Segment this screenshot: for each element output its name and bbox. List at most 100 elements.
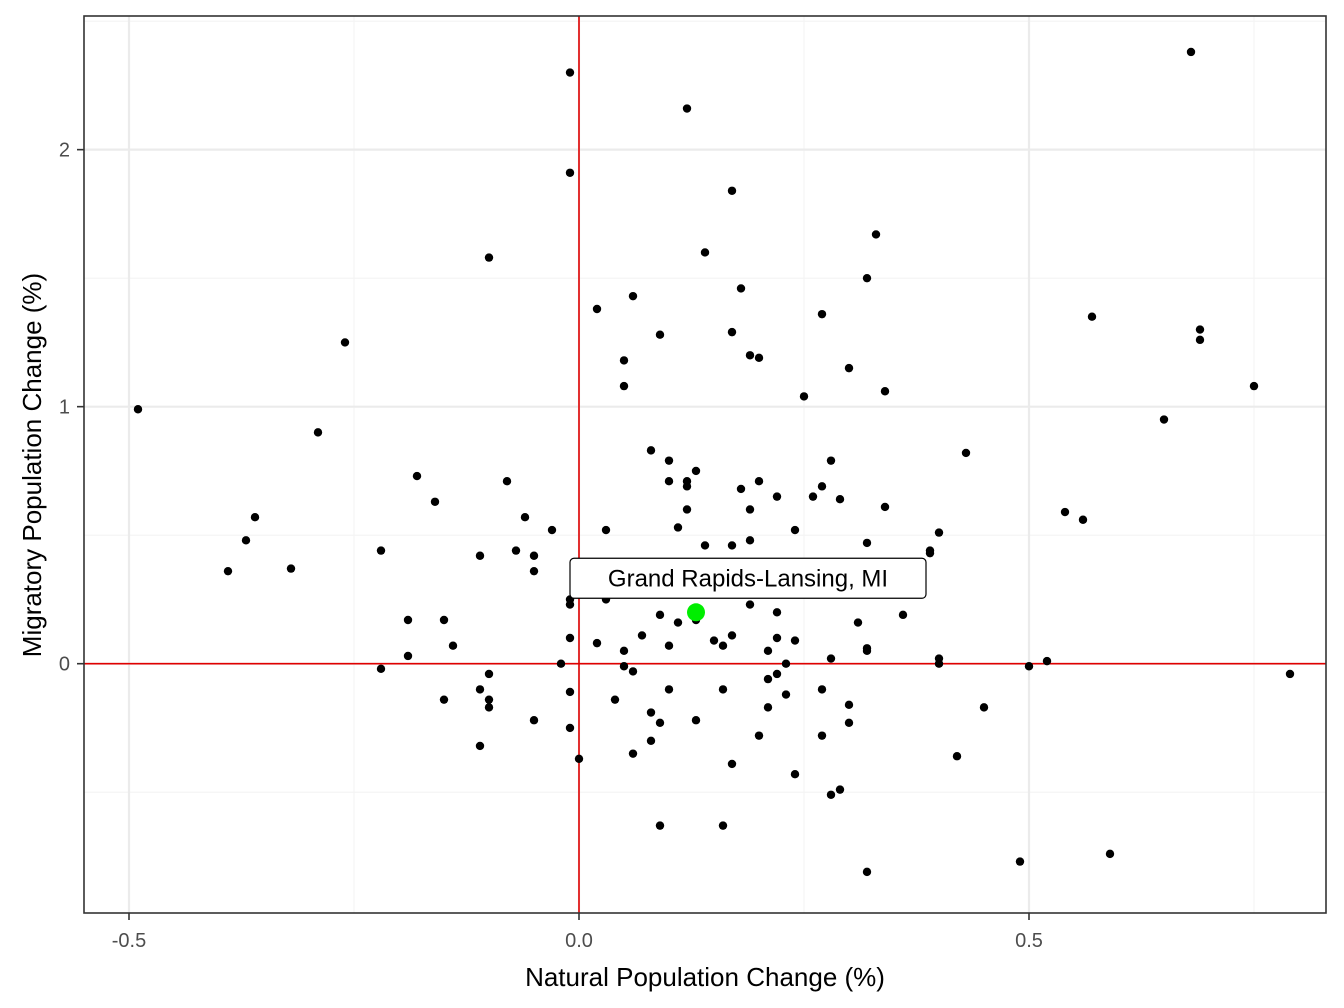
data-point	[286, 564, 296, 573]
data-point	[718, 821, 728, 830]
data-point	[619, 381, 629, 391]
data-point	[502, 477, 512, 486]
data-point	[475, 685, 485, 694]
data-point	[1042, 656, 1052, 666]
data-point	[475, 551, 485, 560]
data-point	[862, 538, 872, 548]
data-point	[628, 291, 638, 301]
data-point	[565, 723, 575, 733]
data-point	[565, 633, 575, 643]
data-point	[1195, 335, 1205, 345]
data-point	[817, 731, 827, 740]
data-point	[691, 716, 701, 725]
data-point	[754, 731, 764, 740]
data-point	[790, 525, 800, 535]
data-point	[817, 309, 827, 319]
data-point	[844, 363, 854, 373]
data-point	[403, 615, 413, 625]
data-point	[520, 512, 530, 522]
data-point	[655, 821, 665, 830]
data-point	[565, 600, 575, 609]
y-tick-label: 0	[59, 654, 70, 676]
data-point	[601, 525, 611, 535]
data-point	[655, 610, 665, 620]
data-point	[844, 700, 854, 710]
data-point	[484, 253, 494, 262]
plot-border	[83, 15, 1327, 914]
data-point	[862, 867, 872, 877]
data-point	[934, 528, 944, 537]
data-point	[835, 494, 845, 504]
data-point	[880, 502, 890, 512]
data-point	[700, 541, 710, 550]
data-point	[574, 754, 584, 763]
data-point	[484, 703, 494, 712]
data-point	[979, 703, 989, 712]
data-point	[826, 456, 836, 465]
data-point	[565, 68, 575, 77]
data-point	[745, 351, 755, 360]
data-point	[529, 551, 539, 560]
data-point	[772, 608, 782, 617]
data-point	[628, 667, 638, 676]
x-tick-label: 0.0	[565, 930, 593, 952]
data-point	[808, 492, 818, 501]
data-point	[412, 471, 422, 481]
data-point	[664, 685, 674, 694]
data-point	[673, 523, 683, 532]
data-point	[556, 659, 566, 668]
data-point	[709, 636, 719, 645]
data-point	[961, 448, 971, 458]
data-point	[511, 546, 521, 555]
data-point	[682, 505, 692, 514]
data-point	[241, 536, 251, 545]
y-tick-label: 2	[59, 140, 70, 162]
highlight-point	[687, 603, 705, 622]
data-point	[1087, 312, 1097, 321]
data-point	[898, 610, 908, 620]
data-point	[727, 759, 737, 769]
data-point	[439, 615, 449, 625]
data-point	[736, 484, 746, 494]
data-point	[727, 186, 737, 195]
data-point	[547, 525, 557, 535]
data-point	[1186, 47, 1196, 57]
data-point	[682, 104, 692, 113]
data-point	[430, 497, 440, 506]
data-point	[763, 646, 773, 656]
data-point	[529, 716, 539, 725]
data-point	[826, 790, 836, 799]
data-point	[817, 685, 827, 694]
data-point	[745, 505, 755, 514]
data-point	[862, 273, 872, 283]
data-point	[754, 477, 764, 486]
y-axis-ticks: 0 1 2	[59, 140, 84, 676]
data-point	[1105, 849, 1115, 859]
data-point	[772, 669, 782, 679]
data-point	[754, 353, 764, 363]
data-point	[700, 248, 710, 257]
data-point	[1015, 857, 1025, 866]
data-point	[781, 659, 791, 668]
data-point	[763, 674, 773, 684]
y-tick-label: 1	[59, 397, 70, 419]
data-point	[745, 536, 755, 545]
data-point	[637, 631, 647, 640]
data-point	[664, 477, 674, 486]
data-point	[727, 541, 737, 550]
data-point	[934, 659, 944, 668]
data-point	[1060, 507, 1070, 517]
data-point	[799, 392, 809, 401]
data-point	[682, 482, 692, 491]
data-point	[529, 566, 539, 576]
data-point	[772, 633, 782, 643]
data-point	[691, 466, 701, 476]
data-point	[844, 718, 854, 728]
data-point	[1024, 662, 1034, 671]
data-point	[448, 641, 458, 650]
data-point	[1195, 325, 1205, 334]
data-point	[133, 405, 143, 414]
data-point	[718, 685, 728, 694]
data-point	[619, 646, 629, 656]
